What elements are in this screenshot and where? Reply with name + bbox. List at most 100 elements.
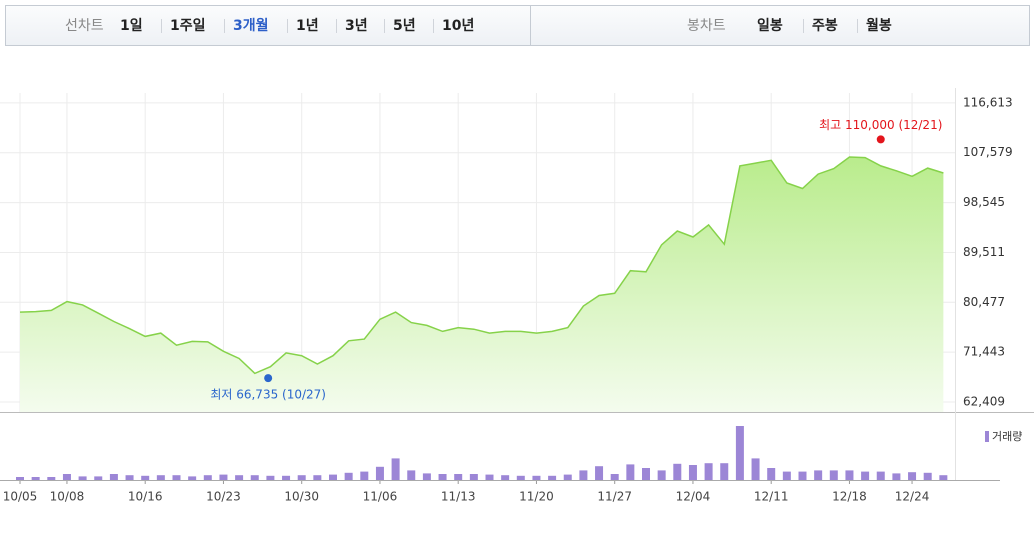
volume-bar [141,475,150,480]
volume-bar [501,475,510,480]
volume-bar [704,463,713,480]
x-tick-label: 10/16 [128,490,163,504]
tab-item[interactable]: 월봉 [866,17,892,34]
volume-bar [688,465,697,480]
y-tick-label: 71,443 [963,345,1005,359]
volume-bar [282,475,291,480]
tab-bar [5,5,1030,46]
y-tick-label: 107,579 [963,145,1013,159]
volume-bar [156,475,165,480]
volume-bar [798,471,807,480]
volume-bar [422,473,431,480]
y-tick-label: 116,613 [963,95,1013,109]
x-tick-label: 12/18 [832,490,867,504]
volume-bar [47,477,56,480]
tab-item[interactable]: 5년 [393,18,416,34]
x-tick-label: 12/11 [754,490,789,504]
volume-bar [814,470,823,480]
volume-bar [563,474,572,480]
legend-swatch [985,431,989,442]
volume-bar [109,474,118,480]
volume-bar [845,470,854,480]
volume-bar [31,477,40,480]
volume-bar [626,464,635,480]
volume-bar [908,472,917,480]
volume-bar [250,475,259,480]
tab-item[interactable]: 1년 [296,18,319,34]
volume-bar [939,475,948,480]
volume-bar [360,471,369,480]
volume-bar [782,471,791,480]
tab-item[interactable]: 일봉 [757,18,783,34]
volume-bar [610,474,619,480]
y-tick-label: 62,409 [963,395,1005,409]
y-tick-label: 80,477 [963,295,1005,309]
x-tick-label: 11/13 [441,490,476,504]
tab-item[interactable]: 1주일 [170,18,206,34]
x-tick-label: 10/08 [50,490,85,504]
volume-bar [125,475,134,480]
volume-bar [329,474,337,480]
legend-label: 거래량 [992,430,1022,443]
tab-item[interactable]: 주봉 [812,18,838,34]
tab-item[interactable]: 10년 [442,18,474,34]
volume-bar [579,470,588,480]
annotation-dot [876,135,885,144]
volume-bar [94,476,103,480]
volume-bar [62,474,71,480]
x-tick-label: 11/20 [519,490,554,504]
price-line [19,156,944,375]
volume-bar [454,474,463,480]
volume-bar [16,477,24,480]
volume-bar [313,475,322,480]
volume-bar [861,471,870,480]
tab-item[interactable]: 3년 [345,18,368,34]
annotation-dot [264,374,273,383]
x-tick-label: 10/30 [284,490,319,504]
volume-bar [485,474,494,480]
volume-bar [469,474,478,480]
x-tick-label: 10/05 [3,490,38,504]
volume-bar [829,470,838,480]
tab-item[interactable]: 1일 [120,18,143,34]
volume-bar [892,473,901,480]
volume-bar [391,458,400,480]
volume-bar [297,475,306,480]
volume-bar [407,470,416,480]
volume-bar [344,472,353,480]
x-tick-label: 12/24 [895,490,930,504]
volume-bar [266,475,275,480]
y-tick-label: 89,511 [963,245,1005,259]
volume-bar [720,463,729,480]
volume-bar [735,426,744,480]
annotation-label: 최저 66,735 (10/27) [210,388,326,402]
volume-bar [876,471,885,480]
volume-bar [642,468,650,480]
x-tick-label: 12/04 [676,490,711,504]
volume-bar [438,474,447,480]
y-tick-label: 98,545 [963,195,1005,209]
volume-bar [516,475,525,480]
volume-bar [767,468,776,480]
volume-bar [923,472,932,480]
volume-bar [673,463,682,480]
tab-item[interactable]: 3개월 [233,17,269,34]
annotation-label: 최고 110,000 (12/21) [819,118,942,132]
volume-bar [751,458,760,480]
volume-bar [219,474,228,480]
volume-bar [595,466,604,480]
tab-group-label: 선차트 [65,18,104,34]
volume-bar [78,476,87,480]
price-area [20,157,944,412]
x-tick-label: 11/27 [597,490,632,504]
volume-bar [657,470,666,480]
volume-bar [375,466,384,480]
volume-bar [235,475,244,480]
volume-bar [548,475,557,480]
x-tick-label: 10/23 [206,490,241,504]
x-tick-label: 11/06 [363,490,398,504]
volume-bar [172,475,181,480]
volume-bar [532,475,541,480]
